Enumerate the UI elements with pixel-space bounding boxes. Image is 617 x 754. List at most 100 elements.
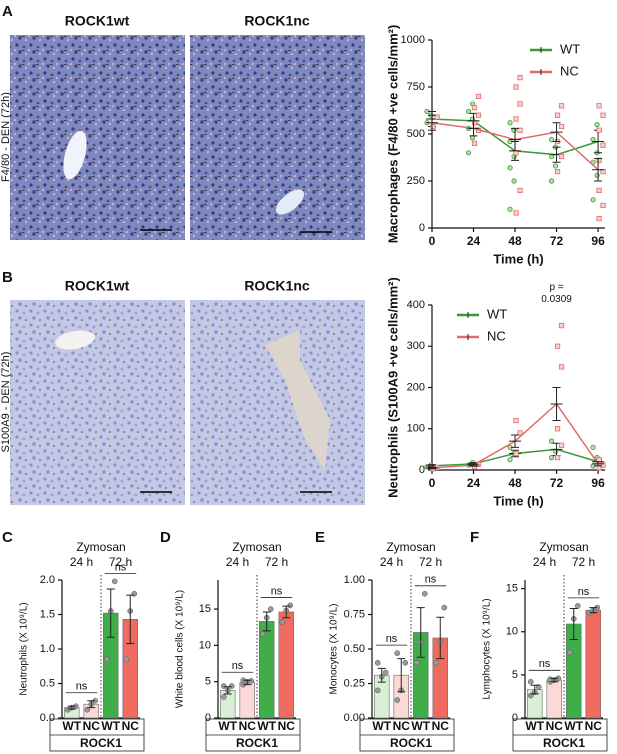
x-axis-label: Time (h): [493, 251, 543, 266]
treatment-label: Zymosan: [539, 540, 588, 554]
legend-label: WT: [560, 41, 580, 56]
data-point: [517, 127, 523, 133]
annotation: p =: [549, 282, 563, 293]
data-point: [267, 606, 274, 612]
data-point: [507, 457, 513, 463]
data-point: [600, 202, 606, 209]
vessel: [55, 330, 95, 350]
data-point: [475, 112, 482, 118]
group-time: 24 h: [70, 555, 93, 569]
data-point: [600, 462, 606, 468]
y-tick-label: 0.0: [40, 712, 55, 724]
treatment-label: Zymosan: [232, 540, 281, 554]
data-point: [402, 659, 409, 666]
x-tick-label: NC: [239, 719, 257, 733]
x-tick-label: WT: [218, 719, 237, 733]
data-point: [552, 163, 559, 169]
data-point: [259, 630, 266, 637]
data-point: [111, 578, 118, 585]
vessel: [275, 189, 305, 215]
x-tick-label: WT: [564, 719, 583, 733]
data-point: [517, 101, 523, 107]
x-tick-label: 0: [429, 476, 436, 490]
micrograph-title: ROCK1nc: [244, 278, 310, 294]
group-label: ROCK1: [80, 736, 122, 750]
data-point: [558, 364, 565, 370]
data-point: [248, 678, 255, 684]
data-point: [548, 137, 555, 143]
y-tick-label: 1.0: [40, 643, 55, 655]
data-point: [471, 140, 478, 146]
data-point: [517, 430, 523, 436]
y-axis-label: Lymphocytes (X 10⁹/L): [482, 598, 493, 699]
y-tick-label: 0: [512, 712, 518, 724]
vessel: [265, 330, 330, 470]
y-tick-label: 10: [199, 639, 211, 651]
data-point: [513, 210, 519, 216]
x-tick-label: WT: [525, 719, 544, 733]
data-point: [475, 93, 482, 99]
group-time: 72 h: [109, 555, 132, 569]
data-point: [513, 116, 519, 122]
data-point: [558, 103, 565, 109]
y-tick-label: 0: [205, 712, 211, 724]
data-point: [558, 323, 565, 329]
vessel: [63, 130, 87, 180]
data-point: [465, 150, 472, 156]
error-bar: [589, 607, 598, 614]
x-tick-label: NC: [83, 719, 101, 733]
bar: [239, 682, 255, 719]
data-point: [394, 650, 401, 656]
panel-label: C: [2, 529, 13, 546]
data-point: [511, 178, 517, 184]
error-bar: [426, 114, 438, 131]
significance: ns: [76, 681, 88, 693]
data-point: [600, 142, 606, 148]
error-bar: [467, 463, 480, 467]
data-point: [84, 706, 91, 713]
error-bar: [397, 658, 406, 693]
data-point: [123, 656, 130, 663]
y-tick-label: 500: [407, 128, 425, 140]
micrographs-b: [10, 300, 365, 505]
error-bar: [569, 607, 578, 641]
significance: ns: [386, 633, 398, 645]
data-point: [594, 122, 600, 128]
y-tick-label: 5: [205, 676, 211, 688]
significance: ns: [232, 660, 244, 672]
y-tick-label: 0: [419, 464, 425, 476]
x-tick-label: WT: [372, 719, 391, 733]
panel-label: F: [470, 529, 479, 546]
x-tick-label: 72: [550, 476, 564, 490]
error-bar: [282, 605, 291, 619]
data-point: [430, 123, 436, 130]
y-tick-label: 100: [407, 423, 425, 435]
y-tick-label: 200: [407, 381, 425, 393]
data-point: [374, 659, 381, 666]
data-point: [382, 669, 389, 676]
error-bar: [106, 588, 115, 638]
y-tick-label: 0.00: [344, 712, 365, 724]
y-tick-label: 1.00: [344, 574, 365, 586]
data-point: [433, 659, 440, 666]
data-point: [554, 168, 561, 175]
x-tick-label: NC: [393, 719, 411, 733]
data-point: [554, 112, 561, 118]
y-tick-label: 1000: [401, 34, 425, 46]
micrograph-title: ROCK1wt: [65, 278, 130, 294]
micrograph: [190, 300, 365, 505]
data-point: [103, 656, 110, 663]
error-bar: [592, 157, 605, 182]
error-bar: [550, 146, 563, 163]
group-label: ROCK1: [543, 736, 585, 750]
significance: ns: [578, 586, 590, 598]
data-point: [558, 123, 565, 130]
y-tick-label: 0.5: [40, 677, 55, 689]
data-point: [220, 694, 227, 700]
error-bar: [436, 616, 445, 660]
error-bar: [243, 679, 252, 686]
data-point: [548, 455, 555, 461]
legend-label: NC: [487, 328, 506, 343]
x-tick-label: WT: [257, 719, 276, 733]
error-bar: [426, 466, 438, 470]
